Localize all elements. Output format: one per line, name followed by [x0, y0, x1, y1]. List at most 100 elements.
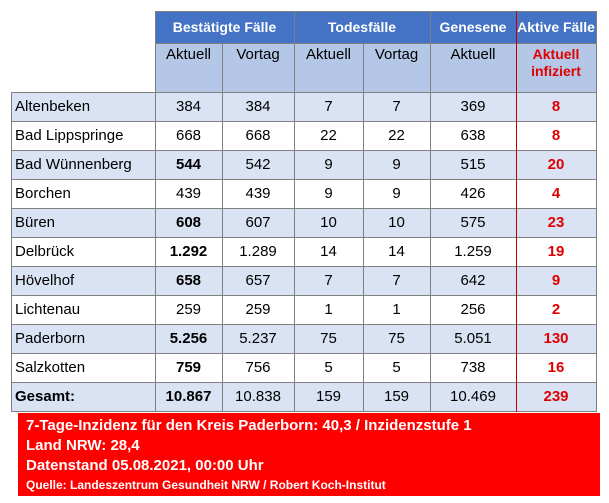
cell-best-vortag: 542 [245, 156, 271, 173]
table-row: Paderborn 5.256 5.237 75 75 5.051 130 [11, 324, 596, 353]
cell-aktive: 130 [543, 330, 569, 347]
header-genesene: Genesene [430, 11, 516, 43]
grid-line [11, 266, 596, 267]
cell-tod-aktuell: 7 [324, 98, 333, 115]
cell-aktive: 4 [551, 185, 561, 202]
cell-genesene: 738 [460, 359, 486, 376]
cell-genesene: 5.051 [454, 330, 492, 347]
cell-genesene: 10.469 [450, 388, 496, 405]
cell-tod-aktuell: 1 [324, 301, 333, 318]
cell-tod-aktuell: 5 [324, 359, 333, 376]
subheader-aktuell-infiziert: Aktuell infiziert [516, 43, 596, 92]
subheader-label: Vortag [236, 46, 280, 63]
grid-line [155, 43, 596, 44]
cell-best-aktuell: 668 [175, 127, 202, 144]
header-label: Bestätigte Fälle [172, 19, 277, 35]
cell-tod-vortag: 1 [392, 301, 401, 318]
cell-genesene: 369 [460, 98, 486, 115]
subheader-tod-aktuell: Aktuell [294, 43, 363, 92]
header-bestaetigte-faelle: Bestätigte Fälle [155, 11, 294, 43]
cell-tod-aktuell: 75 [320, 330, 337, 347]
cell-genesene: 515 [460, 156, 486, 173]
cell-tod-aktuell: 22 [320, 127, 337, 144]
cell-tod-aktuell: 7 [324, 272, 333, 289]
row-name: Paderborn [15, 330, 86, 347]
grid-line [596, 11, 597, 412]
cell-genesene: 256 [460, 301, 486, 318]
cell-best-aktuell: 439 [175, 185, 202, 202]
grid-line [430, 11, 431, 412]
row-name: Bad Wünnenberg [15, 156, 132, 173]
header-label: Genesene [439, 19, 507, 35]
grid-line [363, 43, 364, 412]
grid-line [11, 295, 596, 296]
subheader-best-vortag: Vortag [222, 43, 294, 92]
cell-aktive: 8 [551, 127, 561, 144]
grid-line [155, 11, 156, 412]
grid-line-red [516, 11, 517, 412]
grid-line [11, 237, 596, 238]
cell-best-aktuell: 608 [175, 214, 202, 231]
cell-best-vortag: 1.289 [239, 243, 277, 260]
header-todesfaelle: Todesfälle [294, 11, 430, 43]
footer-quelle: Quelle: Landeszentrum Gesundheit NRW / R… [26, 478, 386, 492]
table-row: Borchen 439 439 9 9 426 4 [11, 179, 596, 208]
cell-tod-vortag: 7 [392, 98, 401, 115]
cell-best-vortag: 5.237 [239, 330, 277, 347]
row-name: Büren [15, 214, 56, 231]
grid-line [11, 324, 596, 325]
cell-tod-aktuell: 159 [315, 388, 342, 405]
header-label: Todesfälle [327, 19, 397, 35]
subheader-label: Vortag [374, 46, 419, 63]
row-name: Hövelhof [15, 272, 75, 289]
table-row: Büren 608 607 10 10 575 23 [11, 208, 596, 237]
row-name: Bad Lippspringe [15, 127, 124, 144]
cell-aktive: 16 [547, 359, 565, 376]
cell-aktive: 239 [543, 388, 569, 405]
cell-best-vortag: 439 [245, 185, 271, 202]
table-row: Hövelhof 658 657 7 7 642 9 [11, 266, 596, 295]
grid-line [11, 92, 12, 412]
cell-tod-aktuell: 9 [324, 156, 333, 173]
subheader-line: Aktuell [532, 46, 580, 62]
cell-best-aktuell: 759 [175, 359, 202, 376]
cell-genesene: 426 [460, 185, 486, 202]
grid-line [11, 92, 596, 93]
cell-tod-vortag: 7 [392, 272, 401, 289]
subheader-label: Aktuell [305, 46, 352, 63]
cell-best-aktuell: 10.867 [165, 388, 212, 405]
cell-genesene: 575 [460, 214, 486, 231]
footer-info-box: 7-Tage-Inzidenz für den Kreis Paderborn:… [18, 413, 600, 496]
subheader-label: Aktuell infiziert [531, 46, 581, 92]
cell-best-aktuell: 259 [175, 301, 202, 318]
grid-line [11, 353, 596, 354]
grid-line [11, 150, 596, 151]
table-row: Delbrück 1.292 1.289 14 14 1.259 19 [11, 237, 596, 266]
header-label: Aktive Fälle [517, 19, 595, 35]
cell-genesene: 638 [460, 127, 486, 144]
subheader-label: Aktuell [165, 46, 212, 63]
cell-best-vortag: 668 [245, 127, 271, 144]
cell-tod-vortag: 14 [388, 243, 405, 260]
cell-tod-vortag: 9 [392, 156, 401, 173]
footer-land-nrw: Land NRW: 28,4 [26, 437, 140, 454]
cell-aktive: 19 [547, 243, 565, 260]
cell-tod-aktuell: 14 [320, 243, 337, 260]
cell-aktive: 9 [551, 272, 561, 289]
footer-datenstand: Datenstand 05.08.2021, 00:00 Uhr [26, 457, 264, 474]
cell-best-vortag: 607 [245, 214, 271, 231]
cell-tod-vortag: 22 [388, 127, 405, 144]
grid-line [11, 121, 596, 122]
table-row: Bad Lippspringe 668 668 22 22 638 8 [11, 121, 596, 150]
cell-best-vortag: 259 [245, 301, 271, 318]
header-aktive-faelle: Aktive Fälle [516, 11, 596, 43]
footer-inzidenz: 7-Tage-Inzidenz für den Kreis Paderborn:… [26, 417, 472, 434]
grid-line [11, 208, 596, 209]
cell-best-aktuell: 658 [175, 272, 202, 289]
grid-line [11, 179, 596, 180]
grid-line [222, 43, 223, 412]
cell-best-vortag: 384 [245, 98, 271, 115]
subheader-tod-vortag: Vortag [363, 43, 430, 92]
cell-best-vortag: 10.838 [235, 388, 281, 405]
